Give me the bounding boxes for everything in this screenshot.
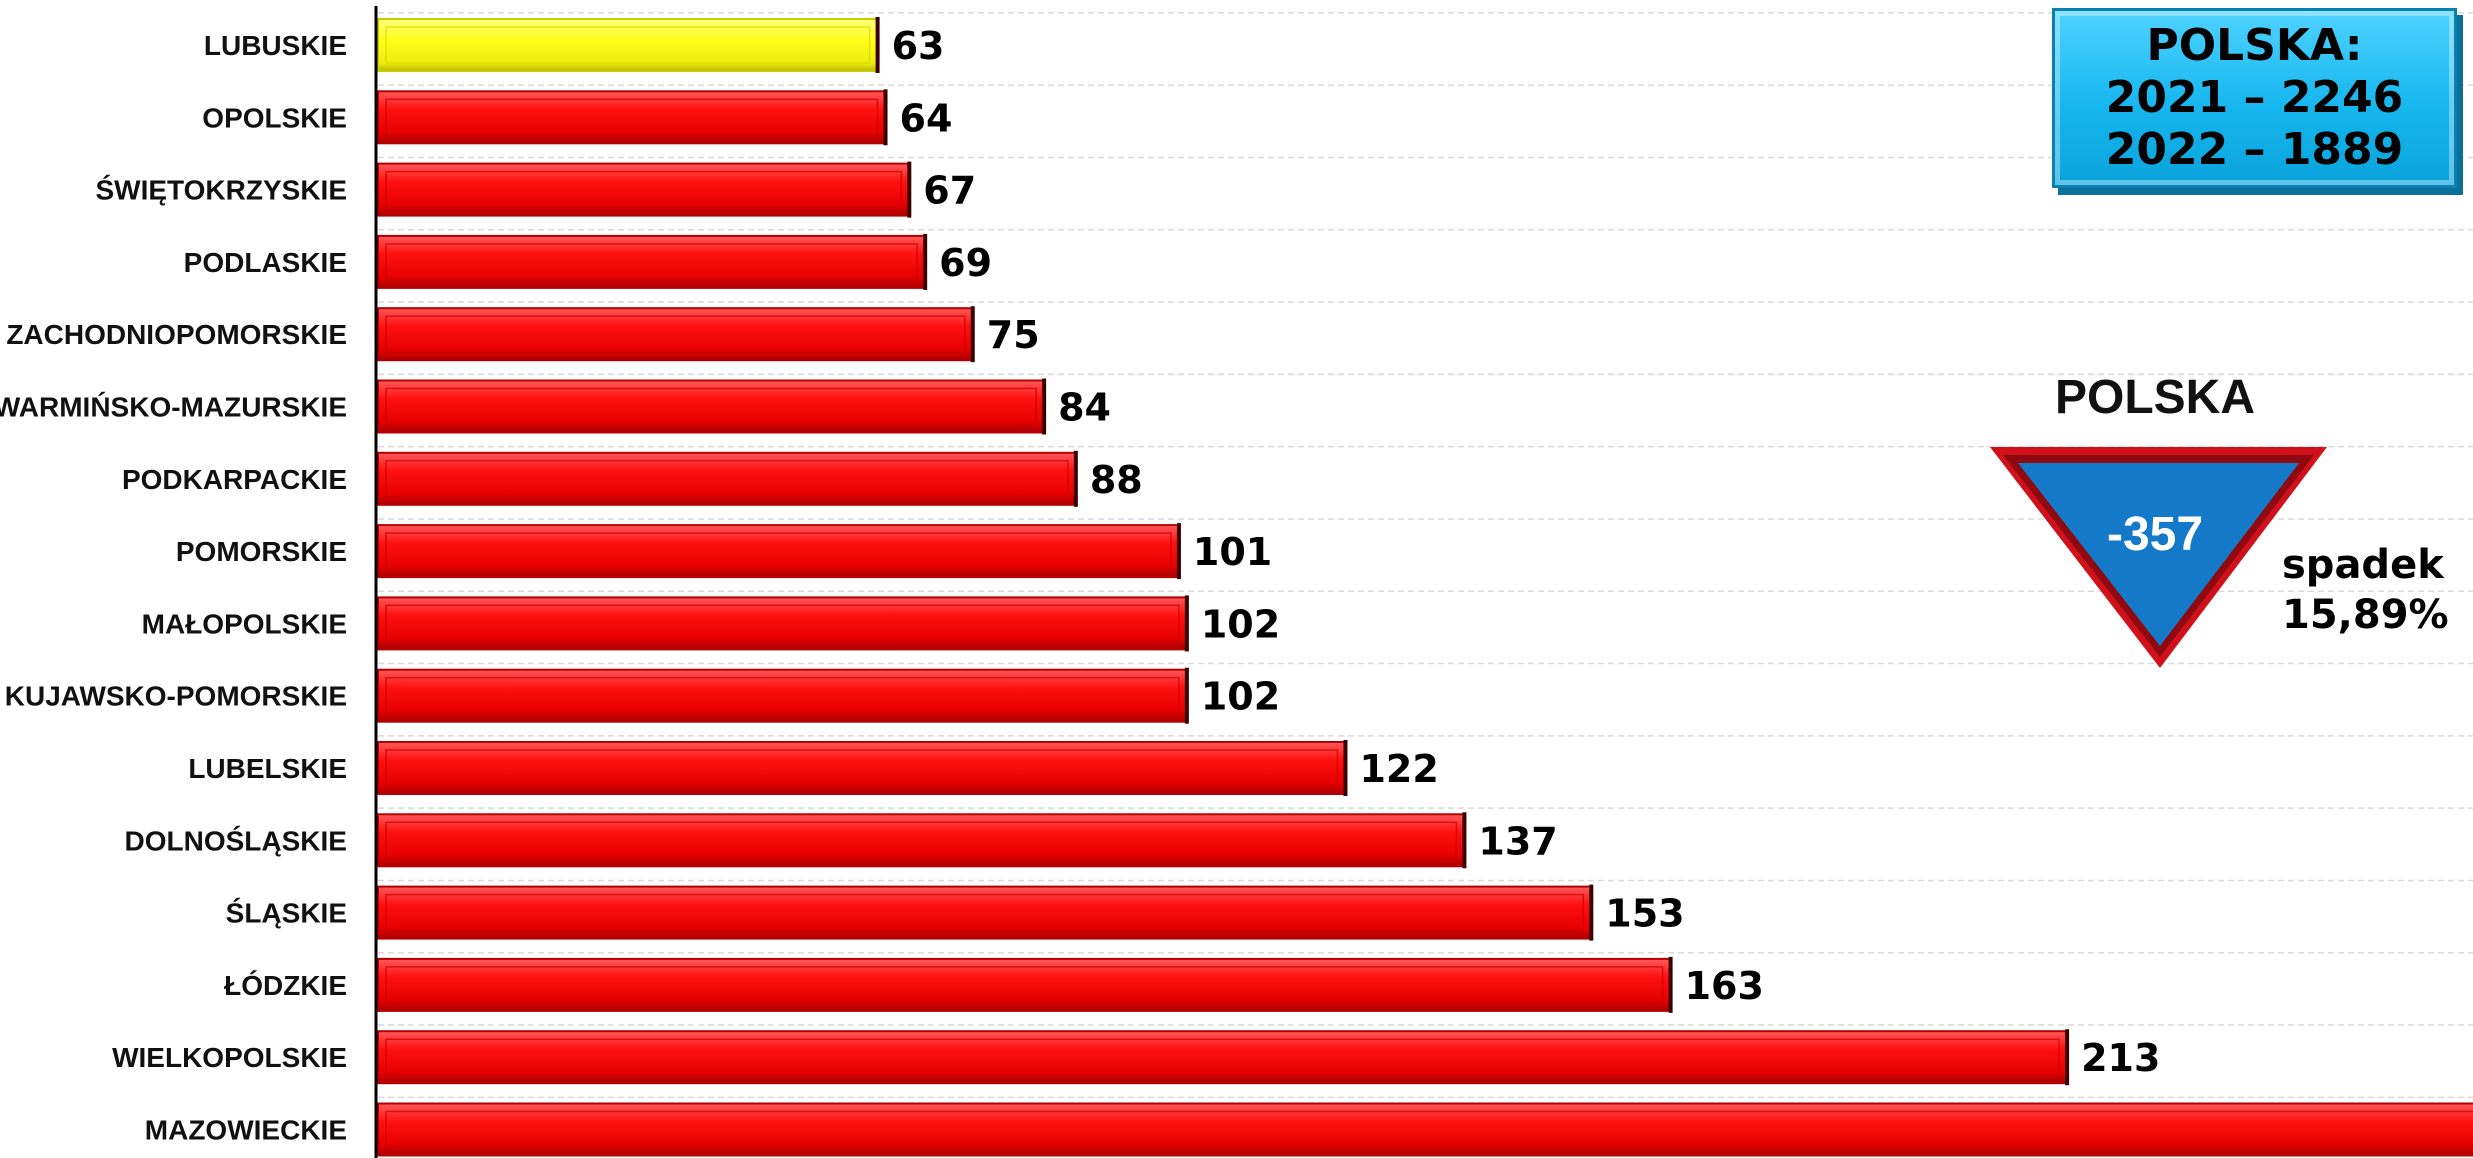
category-label: KUJAWSKO-POMORSKIE — [5, 681, 347, 712]
bar-group — [377, 884, 1594, 941]
bar-end-shadow — [883, 89, 888, 146]
bar-group — [377, 233, 928, 290]
change-note-percent: 15,89% — [2282, 592, 2449, 638]
category-label: DOLNOŚLĄSKIE — [125, 825, 347, 856]
bar-group — [377, 17, 880, 73]
bar-bevel — [385, 821, 1458, 860]
bar-bevel — [385, 893, 1585, 932]
bar-bevel — [385, 315, 966, 353]
bar-end-shadow — [1462, 812, 1467, 869]
category-label: MAZOWIECKIE — [145, 1115, 347, 1146]
change-title: POLSKA — [2054, 371, 2255, 424]
category-label: PODLASKIE — [184, 247, 347, 278]
value-label: 101 — [1193, 530, 1272, 574]
category-label: WARMIŃSKO-MAZURSKIE — [0, 392, 347, 423]
bar-group — [377, 740, 1348, 796]
bar-end-shadow — [1176, 523, 1181, 580]
category-label: WIELKOPOLSKIE — [112, 1042, 347, 1073]
bar-end-shadow — [1184, 667, 1189, 724]
change-note-label: spadek — [2282, 542, 2444, 588]
bar-group — [377, 812, 1467, 869]
summary-2022: 2022 – 1889 — [2105, 124, 2404, 175]
summary-title: POLSKA: — [2146, 20, 2363, 71]
value-label: 88 — [1090, 458, 1143, 502]
bar-bevel — [385, 532, 1172, 570]
category-label: LUBELSKIE — [188, 753, 347, 784]
category-label: POMORSKIE — [176, 536, 347, 567]
value-label: 102 — [1201, 675, 1280, 719]
bar-group — [377, 89, 888, 146]
bar-end-shadow — [875, 17, 880, 73]
category-label: LUBUSKIE — [204, 30, 347, 61]
category-label: MAŁOPOLSKIE — [142, 608, 347, 639]
category-label: OPOLSKIE — [202, 102, 347, 133]
value-label: 69 — [939, 241, 992, 285]
category-label: ŁÓDZKIE — [224, 970, 347, 1001]
bars — [377, 17, 2473, 1157]
bar-end-shadow — [1343, 740, 1348, 796]
value-label: 84 — [1058, 386, 1111, 430]
value-label: 63 — [892, 24, 945, 68]
value-label: 75 — [987, 313, 1040, 357]
bar-bevel — [385, 98, 879, 137]
bar-group — [377, 450, 1078, 507]
bar-end-shadow — [1589, 884, 1594, 941]
bar-bevel — [385, 243, 918, 281]
bar-end-shadow — [1668, 956, 1673, 1013]
category-label: ŚLĄSKIE — [226, 898, 347, 929]
value-label: 137 — [1478, 819, 1557, 863]
bar-group — [377, 523, 1181, 580]
value-label: 122 — [1359, 747, 1438, 791]
category-label: PODKARPACKIE — [122, 464, 347, 495]
bar-bevel — [385, 749, 1339, 787]
bar-bevel — [385, 387, 1037, 426]
bar-bevel — [385, 1038, 2060, 1076]
bar-end-shadow — [2065, 1029, 2070, 1086]
bar-bevel — [385, 1110, 2473, 1149]
bar-bevel — [385, 460, 1069, 498]
bar-end-shadow — [1184, 595, 1189, 652]
bar-end-shadow — [1073, 450, 1078, 507]
triangle-fill — [2018, 463, 2299, 646]
value-label: 64 — [900, 96, 953, 140]
bar-group — [377, 667, 1189, 724]
value-labels: 6364676975848810110210212213715316321328… — [892, 24, 2161, 1080]
bar-group — [377, 306, 975, 363]
bar-bevel — [385, 676, 1180, 715]
value-label: 102 — [1201, 602, 1280, 646]
bar-group — [377, 1029, 2070, 1086]
category-labels: LUBUSKIE OPOLSKIE ŚWIĘTOKRZYSKIE PODLASKIE Z… — [0, 30, 347, 1146]
bar-group — [377, 1102, 2473, 1157]
value-label: 213 — [2081, 1036, 2160, 1080]
value-label: 153 — [1605, 892, 1684, 936]
bar-group — [377, 595, 1189, 652]
summary-2021: 2021 – 2246 — [2105, 72, 2404, 123]
bar-bevel — [385, 170, 903, 209]
change-note: spadek 15,89% — [2282, 540, 2472, 640]
bar-group — [377, 161, 912, 218]
value-label: 67 — [923, 169, 976, 213]
bar-bevel — [385, 26, 871, 64]
value-label: 163 — [1685, 964, 1764, 1008]
bar-bevel — [385, 604, 1180, 643]
summary-box: POLSKA: 2021 – 2246 2022 – 1889 — [2052, 8, 2457, 188]
change-value: -357 — [2107, 508, 2203, 561]
bar-end-shadow — [907, 161, 912, 218]
bar-end-shadow — [970, 306, 975, 363]
bar-end-shadow — [923, 233, 928, 290]
category-label: ZACHODNIOPOMORSKIE — [6, 319, 347, 350]
bar-group — [377, 956, 1673, 1013]
change-triangle: -357 — [1990, 447, 2327, 668]
bar-end-shadow — [1042, 378, 1047, 435]
bar-bevel — [385, 966, 1664, 1004]
category-label: ŚWIĘTOKRZYSKIE — [95, 175, 347, 206]
bar-group — [377, 378, 1047, 435]
